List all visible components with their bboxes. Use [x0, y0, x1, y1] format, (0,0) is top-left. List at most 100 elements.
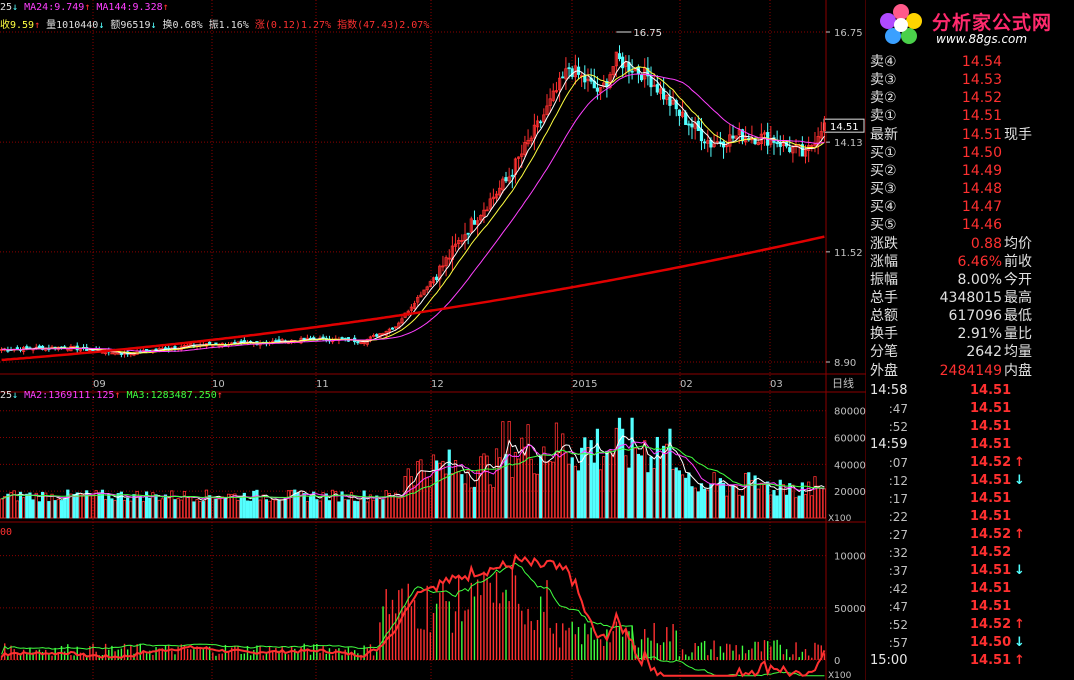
volume-bar	[362, 490, 366, 519]
candle-body	[441, 265, 445, 268]
quote-tail-label: 前收	[1004, 254, 1032, 270]
tick-price: 14.51	[970, 437, 1012, 452]
candle-body	[595, 87, 600, 92]
candle-body	[731, 135, 735, 139]
macd-axis-label: 0	[834, 656, 840, 667]
volume-bar	[72, 494, 76, 519]
volume-bar	[485, 455, 489, 519]
tick-row: :12 14.51 ↓	[866, 472, 1074, 490]
candle-body	[154, 348, 158, 351]
macd-main-line	[0, 553, 826, 678]
volume-bar	[633, 447, 637, 519]
candle-body	[482, 209, 486, 217]
tick-row: :32 14.52	[866, 544, 1074, 562]
tick-row: :27 14.52 ↑	[866, 526, 1074, 544]
volume-bar	[85, 490, 89, 519]
volume-bar	[539, 454, 543, 519]
buy-row: 买③ 14.48	[866, 180, 1074, 198]
candle-body	[15, 347, 19, 350]
volume-bar	[185, 496, 190, 519]
quote-tail-label: 现手	[1004, 127, 1032, 143]
tick-row: :52 14.51	[866, 418, 1074, 436]
tick-price: 14.51	[970, 599, 1012, 614]
volume-bar	[66, 489, 70, 519]
volume-bar	[91, 494, 95, 519]
volume-bar	[371, 499, 376, 519]
sell-row: 卖③ 14.53	[866, 71, 1074, 89]
quote-value: 2642	[966, 344, 1002, 360]
volume-bar	[781, 484, 786, 519]
volume-bar	[157, 499, 161, 519]
candle-body	[457, 240, 461, 245]
candle-body	[551, 90, 555, 101]
candle-body	[472, 220, 477, 225]
volume-bar	[151, 492, 155, 519]
macd-axis-label: 50000	[834, 604, 866, 615]
volume-bar	[472, 486, 477, 519]
volume-bar	[353, 500, 357, 519]
stat-row: 总手 4348015 最高	[866, 289, 1074, 307]
volume-bar	[734, 485, 738, 519]
candle-body	[639, 74, 644, 81]
volume-bar	[813, 476, 817, 519]
top-ma-indicator: 25↓ MA24:9.749↑ MA144:9.328↑	[0, 2, 169, 13]
volume-indicator: 25↓ MA2:1369111.125↑ MA3:1283487.250↑	[0, 390, 223, 401]
tick-price: 14.52	[970, 455, 1012, 470]
volume-bar	[453, 460, 458, 519]
volume-bar	[293, 489, 297, 519]
quote-label: 外盘	[870, 363, 898, 379]
volume-bar	[652, 468, 656, 519]
volume-bar	[81, 494, 86, 519]
candle-body	[274, 340, 278, 342]
volume-bar	[573, 465, 577, 519]
volume-bar	[803, 494, 808, 519]
quote-label: 买②	[870, 163, 897, 179]
volume-bar	[557, 452, 562, 519]
x-axis-label: 2015	[572, 379, 597, 390]
quote-value: 4348015	[939, 290, 1002, 306]
volume-bar	[226, 493, 231, 519]
volume-bar	[671, 468, 675, 519]
x-axis-label: 03	[770, 379, 783, 390]
candle-body	[362, 342, 366, 344]
site-logo: 分析家公式网 www.88gs.com	[874, 2, 1074, 46]
volume-bar	[119, 491, 123, 519]
turnover-value: 换0.68%	[162, 20, 203, 31]
volume-bar	[208, 495, 212, 519]
chart-canvas: 16.75 14.13 11.52 8.90 14.51 09 10 11 12 2015 02 03…	[0, 0, 866, 680]
candle-body	[535, 120, 540, 128]
volume-bar	[728, 484, 732, 519]
top-quote-indicator: 收9.59↑ 量1010440↓ 额96519↓ 换0.68% 振1.16% 涨…	[0, 20, 430, 31]
candle-body	[803, 149, 808, 157]
volume-bar	[126, 497, 130, 519]
volume-bar	[737, 494, 741, 519]
tick-row: :17 14.51	[866, 490, 1074, 508]
price-axis-label: 16.75	[834, 28, 863, 39]
candle-body	[444, 257, 448, 267]
tick-time: :47	[888, 600, 908, 614]
volume-bar	[390, 496, 395, 519]
tick-price: 14.51	[970, 491, 1012, 506]
macd-group	[0, 568, 826, 660]
volume-bar	[44, 492, 48, 519]
x-axis-label: 02	[680, 379, 693, 390]
volume-bar	[290, 489, 294, 519]
quote-label: 卖①	[870, 108, 897, 124]
candle-body	[649, 76, 653, 88]
tick-row: 14:59 14.51	[866, 436, 1074, 454]
candle-body	[633, 68, 637, 72]
candle-body	[775, 142, 779, 144]
volume-bar	[245, 500, 250, 519]
volume-bar	[97, 492, 101, 519]
volume-bar	[378, 498, 382, 519]
price-axis-label: 14.13	[834, 138, 863, 149]
latest-row: 最新 14.51 现手	[866, 126, 1074, 144]
volume-bar	[160, 498, 164, 519]
volume-bar	[794, 497, 798, 519]
quote-value: 14.52	[961, 90, 1002, 106]
candle-body	[510, 174, 514, 177]
ma144-line	[1, 235, 825, 362]
volume-bar	[576, 470, 581, 519]
candle-body	[658, 88, 663, 94]
volume-bar	[179, 499, 183, 519]
